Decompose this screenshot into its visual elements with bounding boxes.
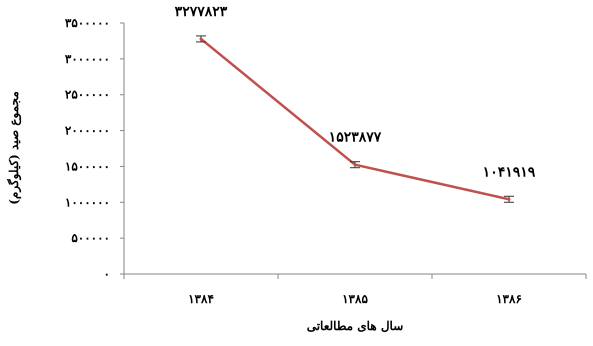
y-tick-label: ۲۵۰۰۰۰۰ — [65, 88, 110, 102]
series-line — [200, 37, 510, 201]
y-axis-title: مجموع صید (کیلوگرم) — [6, 91, 22, 205]
x-tick-label: ۱۳۸۶ — [496, 292, 522, 306]
data-label: ۱۵۲۳۸۷۷ — [329, 130, 382, 146]
y-tick-label: ۳۰۰۰۰۰۰ — [65, 52, 110, 66]
y-tick-label: ۱۵۰۰۰۰۰ — [65, 159, 110, 173]
x-tick-label: ۱۳۸۵ — [342, 292, 368, 306]
y-tick-label: ۲۰۰۰۰۰۰ — [65, 124, 110, 138]
y-tick-label: ۱۰۰۰۰۰۰ — [65, 195, 110, 209]
data-point — [199, 37, 203, 41]
data-label: ۳۲۷۷۸۲۳ — [175, 4, 228, 20]
y-axis-ticks: ۰ ۵۰۰۰۰۰ ۱۰۰۰۰۰۰ ۱۵۰۰۰۰۰ ۲۰۰۰۰۰۰ ۲۵۰۰۰۰۰ ۳۰۰۰۰… — [65, 16, 124, 281]
data-point — [507, 197, 511, 201]
series-group — [196, 35, 514, 203]
y-tick-label: ۰ — [104, 267, 110, 281]
y-tick-label: ۳۵۰۰۰۰۰ — [65, 16, 110, 30]
data-labels-group: ۳۲۷۷۸۲۳ ۱۵۲۳۸۷۷ ۱۰۴۱۹۱۹ — [175, 4, 536, 180]
x-tick-label: ۱۳۸۴ — [188, 292, 214, 306]
data-point — [353, 163, 357, 167]
x-axis-ticks: ۱۳۸۴ ۱۳۸۵ ۱۳۸۶ — [123, 274, 587, 306]
data-label: ۱۰۴۱۹۱۹ — [483, 164, 536, 180]
y-tick-label: ۵۰۰۰۰۰ — [71, 231, 110, 245]
x-axis-title: سال های مطالعاتی — [307, 319, 404, 333]
